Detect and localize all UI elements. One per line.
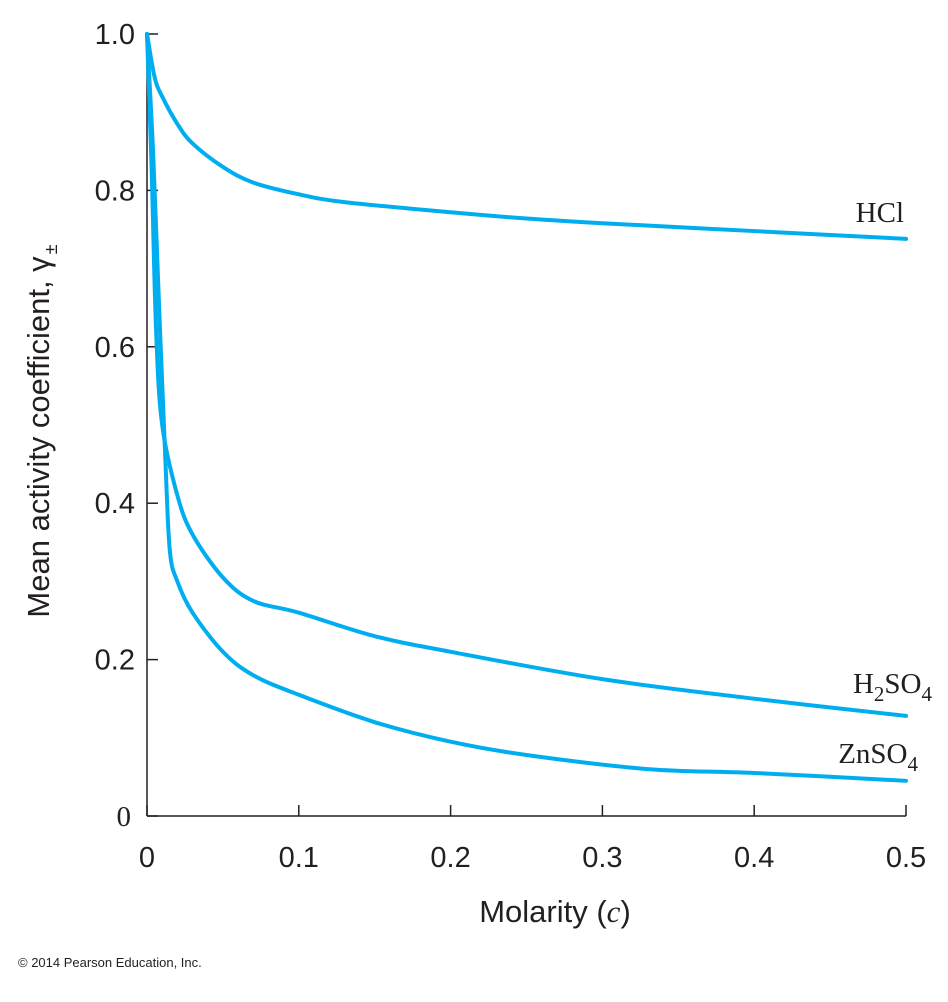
series-line-znso4 [145, 32, 908, 783]
y-tick-label: 0.4 [95, 488, 135, 520]
series-lines [145, 32, 908, 783]
series-label-znso4: ZnSO4 [838, 738, 918, 776]
y-tick-label: 1.0 [95, 19, 135, 51]
x-tick-label: 0 [139, 842, 155, 874]
y-tick-label: 0.2 [95, 645, 135, 677]
y-axis-title: Mean activity coefficient, γ± [21, 244, 61, 617]
x-axis-title: Molarity (c) [479, 894, 631, 929]
x-tick-label: 0.3 [582, 842, 622, 874]
series-line-hcl [145, 32, 908, 241]
y-tick-label: 0 [117, 801, 132, 833]
ticks: 0 0.1 0.2 0.3 0.4 0.5 0 0.2 0.4 0.6 0.8 1.0 [95, 19, 926, 874]
series-label-h2so4: H2SO4 [853, 668, 933, 706]
series-labels: HCl H2SO4 ZnSO4 [838, 197, 932, 776]
copyright-notice: © 2014 Pearson Education, Inc. [18, 955, 202, 970]
series-label-hcl: HCl [856, 197, 904, 229]
x-tick-label: 0.4 [734, 842, 774, 874]
axes [146, 34, 906, 817]
series-line-h2so4 [145, 32, 908, 718]
x-tick-label: 0.2 [430, 842, 470, 874]
y-tick-label: 0.8 [95, 175, 135, 207]
y-tick-label: 0.6 [95, 332, 135, 364]
x-tick-label: 0.1 [279, 842, 319, 874]
x-tick-label: 0.5 [886, 842, 926, 874]
axis-titles: Molarity (c) Mean activity coefficient, γ… [21, 244, 631, 929]
